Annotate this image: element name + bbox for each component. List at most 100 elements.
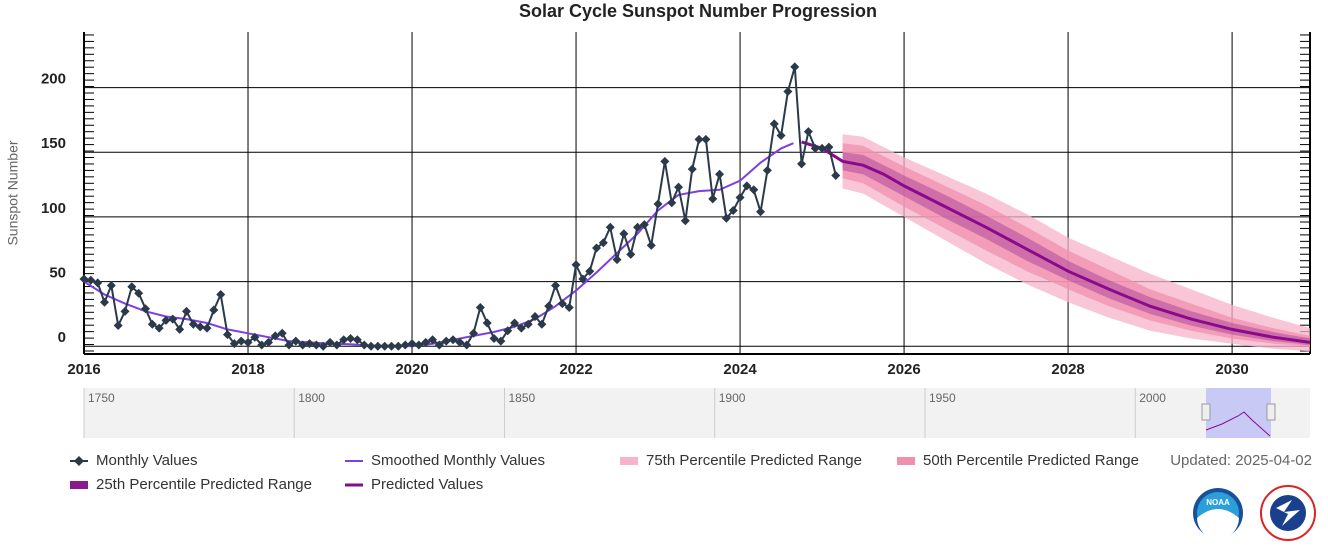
data-point xyxy=(134,288,144,298)
legend-item[interactable]: Smoothed Monthly Values xyxy=(345,452,545,469)
range-band xyxy=(842,143,1310,347)
legend-label: 25th Percentile Predicted Range xyxy=(96,476,312,493)
nws-logo xyxy=(1260,485,1316,541)
data-point xyxy=(469,328,479,338)
navigator-label: 1900 xyxy=(719,391,746,405)
legend-item[interactable]: Monthly Values xyxy=(70,452,197,469)
data-point xyxy=(674,182,684,192)
range-band xyxy=(842,152,1310,345)
data-point xyxy=(721,213,731,223)
data-point xyxy=(339,335,349,345)
data-point xyxy=(311,340,321,350)
data-point xyxy=(544,301,554,311)
data-point xyxy=(783,86,793,96)
data-point xyxy=(147,319,157,329)
data-point xyxy=(762,165,772,175)
data-point xyxy=(380,341,390,351)
data-point xyxy=(516,323,526,333)
data-point xyxy=(400,340,410,350)
legend-item[interactable]: 25th Percentile Predicted Range xyxy=(70,476,312,493)
data-point xyxy=(769,119,779,129)
data-point xyxy=(797,159,807,169)
data-point xyxy=(277,328,287,338)
x-tick-label: 2020 xyxy=(395,361,428,378)
data-point xyxy=(462,340,472,350)
data-point xyxy=(598,238,608,248)
data-point xyxy=(448,335,458,345)
y-tick-label: 0 xyxy=(58,329,66,346)
updated-note: Updated: 2025-04-02 xyxy=(1170,452,1312,469)
data-point xyxy=(735,193,745,203)
legend-item[interactable]: Predicted Values xyxy=(345,476,483,493)
data-point xyxy=(127,282,137,292)
svg-text:NOAA: NOAA xyxy=(1206,498,1230,507)
data-point xyxy=(455,337,465,347)
data-point xyxy=(810,143,820,153)
data-point xyxy=(578,274,588,284)
navigator-handle[interactable] xyxy=(1201,403,1211,421)
data-point xyxy=(236,336,246,346)
data-point xyxy=(660,156,670,166)
data-point xyxy=(270,331,280,341)
data-point xyxy=(592,243,602,253)
data-point xyxy=(585,266,595,276)
data-point xyxy=(216,290,226,300)
data-point xyxy=(120,306,130,316)
data-point xyxy=(257,340,267,350)
x-tick-label: 2016 xyxy=(67,361,100,378)
data-point xyxy=(407,339,417,349)
data-point xyxy=(195,322,205,332)
data-point xyxy=(175,324,185,334)
data-point xyxy=(141,304,151,314)
data-point xyxy=(715,169,725,179)
x-tick-label: 2030 xyxy=(1215,361,1248,378)
data-point xyxy=(202,323,212,333)
navigator-handle[interactable] xyxy=(1266,403,1276,421)
data-point xyxy=(790,62,800,72)
data-point xyxy=(701,134,711,144)
navigator-label: 1950 xyxy=(929,391,956,405)
legend-label: 75th Percentile Predicted Range xyxy=(646,452,862,469)
data-point xyxy=(168,314,178,324)
data-point xyxy=(318,341,328,351)
legend-item[interactable]: 50th Percentile Predicted Range xyxy=(897,452,1139,469)
data-point xyxy=(756,207,766,217)
legend-item[interactable]: 75th Percentile Predicted Range xyxy=(620,452,862,469)
y-tick-label: 100 xyxy=(41,200,66,217)
x-tick-label: 2022 xyxy=(559,361,592,378)
data-point xyxy=(749,185,759,195)
data-point xyxy=(414,340,424,350)
data-point xyxy=(626,249,636,259)
data-point xyxy=(86,275,96,285)
data-point xyxy=(161,315,171,325)
data-point xyxy=(530,311,540,321)
data-point xyxy=(346,333,356,343)
data-point xyxy=(182,306,192,316)
legend-label: Monthly Values xyxy=(96,452,197,469)
x-tick-label: 2018 xyxy=(231,361,264,378)
data-point xyxy=(106,280,116,290)
navigator-label: 2000 xyxy=(1139,391,1166,405)
noaa-logo: NOAA xyxy=(1193,488,1243,539)
data-point xyxy=(223,330,233,340)
data-point xyxy=(537,319,547,329)
data-point xyxy=(612,255,622,265)
data-point xyxy=(639,220,649,230)
data-point xyxy=(571,260,581,270)
data-point xyxy=(510,318,520,328)
series-line xyxy=(83,142,794,348)
navigator-selection xyxy=(1206,388,1271,438)
data-point xyxy=(154,323,164,333)
data-point xyxy=(489,333,499,343)
data-point xyxy=(352,335,362,345)
data-point xyxy=(708,194,718,204)
data-point xyxy=(667,198,677,208)
data-point xyxy=(551,280,561,290)
data-point xyxy=(93,278,103,288)
data-point xyxy=(557,299,567,309)
data-point xyxy=(366,341,376,351)
data-point xyxy=(564,302,574,312)
data-point xyxy=(803,127,813,137)
legend-label: 50th Percentile Predicted Range xyxy=(923,452,1139,469)
x-tick-label: 2026 xyxy=(887,361,920,378)
